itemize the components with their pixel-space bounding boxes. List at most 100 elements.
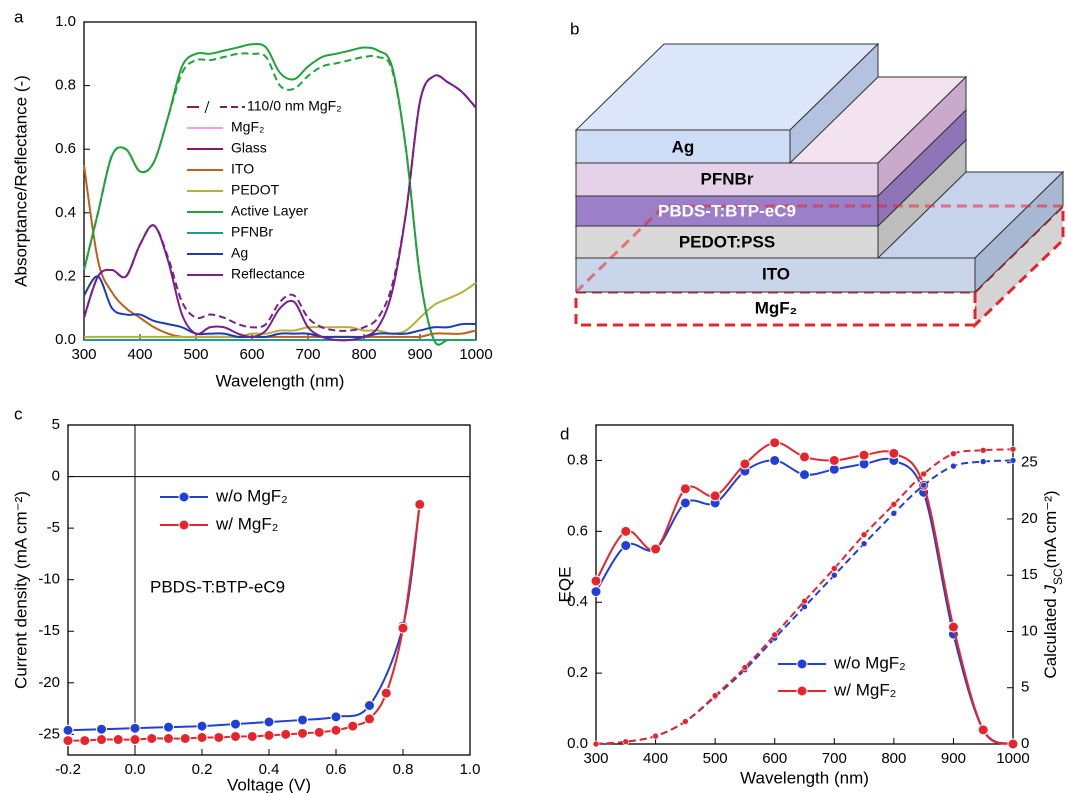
data-point <box>146 733 158 744</box>
y2-axis-label: Calculated JSC(mA cm⁻²) <box>1041 490 1065 678</box>
data-point <box>313 726 325 738</box>
y-tick-label: 0.6 <box>55 140 76 157</box>
data-point <box>890 510 898 517</box>
x-axis-label: Wavelength (nm) <box>216 371 345 390</box>
legend-swatch <box>204 100 210 114</box>
x-tick-label: 600 <box>762 750 787 767</box>
x-tick-label: 0.8 <box>393 761 414 778</box>
data-point <box>330 724 342 736</box>
hidden-edge <box>574 204 1063 294</box>
panel-label: c <box>14 404 23 423</box>
data-point <box>650 543 662 555</box>
data-point <box>347 720 359 732</box>
layer-label: MgF₂ <box>755 298 797 317</box>
data-point <box>179 733 191 744</box>
y-axis-label: Absorptance/Reflectance (-) <box>11 75 30 287</box>
layer-label: PFNBr <box>701 169 754 188</box>
legend-label: w/ MgF₂ <box>833 680 896 699</box>
data-point <box>1007 738 1019 750</box>
device-diagram: b Ag PFNBr PBDS-T:BTP-eC9 PEDOT:PSS ITO … <box>570 19 1065 329</box>
data-point <box>679 497 691 509</box>
panel-label: b <box>570 19 579 38</box>
legend-label: 110/0 nm MgF₂ <box>247 98 342 114</box>
y-tick-label: -15 <box>38 622 60 639</box>
legend-label: MgF₂ <box>231 119 264 135</box>
data-point <box>397 622 409 634</box>
data-point <box>620 540 632 552</box>
x-tick-label: 900 <box>407 346 432 363</box>
data-point <box>364 700 375 711</box>
data-point <box>799 451 810 463</box>
y-tick-label: 0.0 <box>55 331 76 348</box>
data-point <box>213 731 225 743</box>
x-axis-label: Voltage (V) <box>227 775 311 793</box>
x-tick-label: 1000 <box>996 750 1029 767</box>
series-line <box>83 275 477 339</box>
data-point <box>196 720 208 732</box>
x-tick-label: 1.0 <box>460 761 481 778</box>
data-point <box>977 724 989 736</box>
y2-tick-label: 10 <box>1021 622 1038 639</box>
data-point <box>769 437 781 449</box>
data-point <box>860 531 868 539</box>
legend-marker <box>796 685 808 697</box>
legend-label: ITO <box>231 161 254 177</box>
y-tick-label: -5 <box>47 519 60 536</box>
layer-label: ITO <box>762 264 790 283</box>
data-point <box>979 447 987 454</box>
data-point <box>799 469 810 481</box>
x-tick-label: 500 <box>703 750 728 767</box>
panel-label: d <box>560 424 569 443</box>
data-point <box>246 730 258 742</box>
legend-marker <box>178 491 190 503</box>
data-point <box>888 447 900 459</box>
legend-marker <box>178 519 190 531</box>
data-point <box>96 734 107 746</box>
x-tick-label: 800 <box>351 346 376 363</box>
y-tick-label: 0.8 <box>55 77 76 94</box>
legend-label: w/o MgF₂ <box>833 653 906 672</box>
data-point <box>129 722 141 734</box>
data-point <box>622 738 630 746</box>
y-tick-label: 5 <box>52 416 60 433</box>
data-point <box>769 454 781 466</box>
data-point <box>1009 445 1017 453</box>
data-point <box>771 631 779 639</box>
y2-tick-label: 0 <box>1021 735 1029 752</box>
data-point <box>858 449 870 461</box>
data-point <box>163 733 174 744</box>
data-point <box>163 721 174 733</box>
y-tick-label: 0.2 <box>55 267 76 284</box>
x-tick-label: 700 <box>822 750 847 767</box>
x-tick-label: 300 <box>583 750 608 767</box>
data-point <box>711 692 719 699</box>
y2-axis-label-part: Calculated <box>1041 594 1060 679</box>
x-tick-label: 400 <box>643 750 668 767</box>
data-point <box>280 728 292 740</box>
data-point <box>709 490 721 502</box>
layer-front <box>574 290 977 327</box>
y2-tick-label: 20 <box>1021 510 1038 527</box>
data-point <box>920 470 927 478</box>
y-tick-label: -20 <box>38 674 60 691</box>
x-tick-label: 700 <box>295 346 320 363</box>
series-line <box>83 164 477 339</box>
data-point <box>62 724 74 736</box>
series-line <box>83 43 476 346</box>
data-point <box>828 454 840 466</box>
y-axis-label: Current density (mA cm⁻²) <box>11 491 30 689</box>
legend-label: Glass <box>231 140 267 156</box>
y-axis-label: EQE <box>555 567 574 603</box>
legend-label: w/ MgF₂ <box>215 514 278 533</box>
y-tick-label: -10 <box>38 571 60 588</box>
layer-label: Ag <box>672 137 695 156</box>
y2-axis-label-part: SC <box>1051 568 1065 585</box>
legend-label: Active Layer <box>231 203 308 219</box>
y-tick-label: 0.4 <box>567 593 588 610</box>
data-point <box>263 716 275 728</box>
data-point <box>741 664 749 671</box>
x-tick-label: 1000 <box>459 346 492 363</box>
layer-front <box>575 195 879 227</box>
y-tick-label: 0 <box>52 468 60 485</box>
data-point <box>950 450 957 457</box>
